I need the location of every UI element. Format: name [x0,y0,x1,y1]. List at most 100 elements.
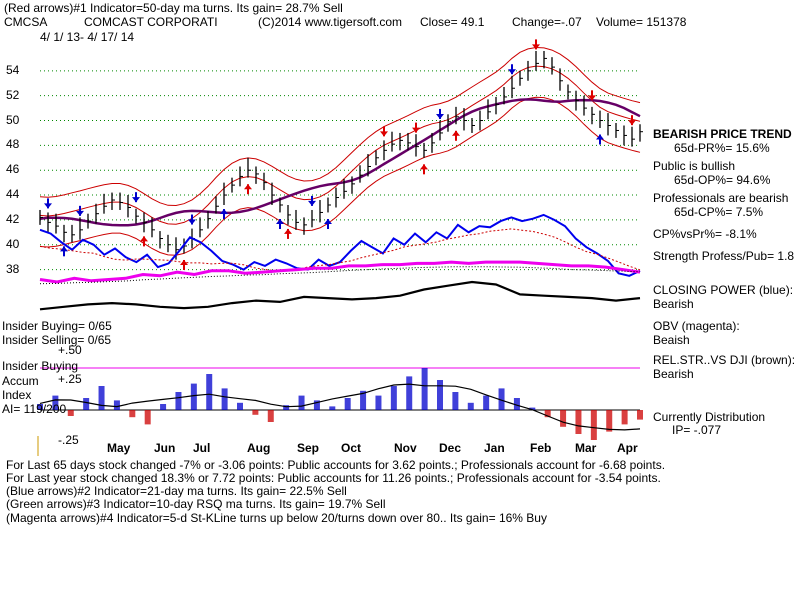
up-arrowhead [244,184,252,190]
down-arrowhead [380,131,388,137]
up-arrowhead [596,134,604,140]
closing-power-label: CLOSING POWER (blue): [653,283,794,297]
up-arrowhead [180,259,188,265]
up-arrowhead [284,228,292,234]
accum-bar [606,410,613,432]
closing-power-ma [39,228,641,272]
insider-buying: Insider Buying= 0/65 [2,319,112,333]
accum-label: Accum [2,374,39,388]
accum-index [37,368,643,440]
accum-bar [344,398,351,410]
ai-value: AI= 119/200 [2,402,67,416]
obv-ma [39,266,641,285]
ma50-line [39,98,641,227]
accum-bar [452,392,459,410]
down-arrowhead [412,127,420,133]
ma50-path [39,98,641,227]
pr-value: 65d-PR%= 15.6% [674,141,770,155]
insider-selling: Insider Selling= 0/65 [2,333,112,347]
accum-bar [52,395,59,410]
down-arrowhead [308,200,316,206]
index-label: Index [2,388,32,402]
y-tick-label: 50 [6,112,20,127]
accum-bar [113,400,120,410]
y-tick-label: 42 [6,211,20,226]
accum-bar [421,368,428,410]
red-arrows-line: (Red arrows)#1 Indicator=50-day ma turns… [4,1,343,15]
strength-value: Strength Profess/Pub= 1.8 [653,250,795,263]
copyright: (C)2014 www.tigersoft.com [258,15,403,29]
down-arrowhead [628,120,636,126]
accum-bar [267,410,274,422]
insider-buying-accum: Insider Buying [2,359,79,373]
x-tick-label: Jul [193,441,211,455]
accum-tick-plus25: +.25 [58,372,82,386]
x-tick-label: Aug [247,441,271,455]
y-tick-label: 46 [6,162,20,177]
accum-bar [637,410,643,420]
accum-bar [98,386,105,410]
accum-bar [437,380,443,410]
up-arrowhead [324,218,332,224]
accum-bar [360,390,367,410]
accum-bar [83,398,90,410]
footer-magenta-arrows: (Magenta arrows)#4 Indicator=5-d St-KLin… [6,511,547,525]
accum-ma [39,383,641,431]
y-tick-label: 52 [6,87,20,102]
professionals-status: Professionals are bearish [653,191,789,205]
accum-bar [406,376,413,410]
accum-bar [329,406,336,410]
down-arrowhead [508,69,516,75]
date-range: 4/ 1/ 13- 4/ 17/ 14 [40,30,135,44]
x-tick-label: Sep [297,441,320,455]
price-grid [37,70,640,456]
relstr-line [39,280,641,311]
up-arrowhead [420,164,428,170]
accum-bar [313,400,320,410]
accum-bar [129,410,136,418]
accum-tick-plus50: +.50 [58,343,82,357]
up-arrowhead [452,130,460,136]
change-value: Change=-.07 [512,15,582,29]
footer-blue-arrows: (Blue arrows)#2 Indicator=21-day ma turn… [6,484,347,498]
accum-bar [175,392,182,410]
accum-bar [160,404,167,410]
accum-bar [375,395,382,410]
y-tick-label: 48 [6,137,20,152]
public-status: Public is bullish [653,159,736,173]
cp-value: 65d-CP%= 7.5% [674,205,764,219]
accum-bar [560,410,567,427]
accum-bar [298,395,305,410]
obv-line [39,260,641,285]
up-arrowhead [140,236,148,242]
closing-power-path [39,213,641,277]
accum-bar [190,383,197,410]
y-tick-label: 44 [6,187,20,202]
accum-bar [67,410,74,416]
y-tick-label: 38 [6,261,20,276]
accum-bar [237,402,243,410]
closing-power-line [39,213,641,277]
accum-bar [590,410,597,440]
closing-power-status: Bearish [653,297,694,311]
price-bars [39,50,643,260]
x-tick-label: Apr [617,441,638,455]
down-arrowhead [132,197,140,203]
accum-bar [575,410,582,434]
obv-status: Beaish [653,333,690,347]
y-tick-label: 54 [6,62,20,77]
accum-bar [144,410,151,425]
accum-bar [498,388,505,410]
accum-bar [483,395,490,410]
x-tick-label: May [107,441,131,455]
accum-bar [513,398,520,410]
down-arrowhead [44,203,52,209]
lower-band [39,96,641,256]
footer-line-year: For Last year stock changed 18.3% or 7.7… [6,471,661,485]
accum-bar [544,410,551,418]
distribution-label: Currently Distribution [653,410,766,424]
down-arrowhead [588,95,596,101]
accum-tick-minus25: -.25 [58,433,79,447]
accum-bar [221,388,228,410]
relstr-status: Bearish [653,367,694,381]
